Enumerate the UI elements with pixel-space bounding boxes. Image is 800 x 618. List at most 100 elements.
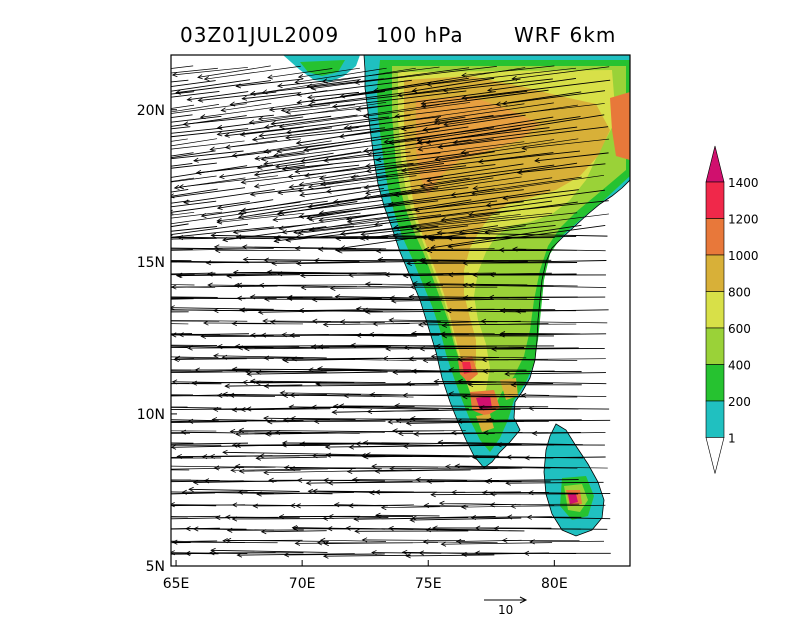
wind-vector [188, 420, 304, 422]
wind-vector [418, 138, 494, 150]
wind-vector-head [416, 137, 422, 143]
wind-vector-head [175, 273, 182, 279]
wind-vector-head [321, 78, 328, 84]
wind-vector-head [472, 272, 478, 278]
wind-vector [171, 442, 249, 445]
wind-vector [171, 223, 248, 236]
wind-vector-head [318, 217, 325, 223]
wind-vector-head [220, 107, 227, 113]
wind-vector-head [283, 465, 290, 471]
wind-vector-head [197, 97, 204, 103]
wind-vector [252, 126, 359, 141]
wind-vector-head [306, 215, 313, 221]
wind-vector-head [205, 260, 212, 266]
wind-vector-head [311, 318, 318, 324]
wind-vector [354, 66, 497, 84]
wind-vector-head [180, 429, 187, 435]
wind-vector [288, 162, 414, 178]
wind-vector [295, 67, 387, 83]
wind-vector [340, 225, 499, 249]
wind-vector-head [388, 525, 394, 531]
land-sri-lanka-peak [568, 494, 578, 504]
wind-vector [217, 212, 305, 223]
wind-vector [438, 441, 583, 446]
colorbar-label: 1000 [728, 249, 759, 263]
wind-vector-head [405, 553, 411, 559]
wind-vector-head [320, 181, 326, 187]
land-orange-patch [416, 96, 540, 196]
wind-vector-head [133, 538, 138, 542]
wind-vector-head [334, 247, 341, 253]
wind-vector-head [290, 415, 296, 422]
wind-vector-head [326, 526, 333, 532]
wind-vector [443, 78, 553, 92]
wind-vector-head [203, 320, 209, 326]
wind-vector-head [278, 225, 285, 231]
wind-vector-head [467, 381, 474, 388]
wind-vector [516, 309, 609, 312]
wind-vector-head [411, 87, 418, 93]
wind-vector-head [417, 146, 424, 152]
wind-vector-head [187, 418, 194, 424]
wind-vector-head [123, 528, 128, 532]
wind-vector [171, 419, 219, 422]
wind-vector-head [316, 540, 323, 546]
wind-vector [171, 432, 190, 434]
wind-vector-head [171, 539, 178, 545]
wind-vector-head [400, 126, 407, 132]
wind-vector [171, 104, 195, 109]
wind-vector [401, 152, 554, 172]
wind-vector-head [417, 322, 424, 328]
wind-vector-head [140, 123, 145, 127]
wind-vector-head [387, 201, 394, 207]
wind-vector [333, 405, 469, 410]
wind-vector [299, 175, 359, 186]
wind-vector-head [119, 381, 124, 385]
wind-vector-head [484, 229, 491, 235]
wind-vector-head [231, 442, 238, 448]
wind-vector-head [92, 236, 97, 240]
wind-vector [393, 213, 500, 229]
wind-vector [308, 90, 417, 106]
wind-vector-head [311, 453, 318, 459]
wind-vector [232, 140, 332, 157]
wind-vector [171, 491, 274, 494]
wind-vector-head [105, 116, 110, 120]
wind-vector [309, 212, 361, 221]
wind-vector [391, 298, 494, 302]
wind-vector [485, 224, 556, 233]
wind-vector [346, 199, 472, 220]
wind-vector-head [277, 189, 283, 195]
wind-vector [171, 79, 251, 92]
wind-vector-head [452, 139, 459, 145]
wind-vector [320, 539, 387, 542]
wind-vector [181, 431, 272, 434]
wind-vector-head [437, 439, 444, 445]
wind-vector-head [504, 371, 510, 377]
wind-vector-head [444, 464, 451, 470]
wind-vector [179, 175, 279, 188]
wind-vector [426, 114, 605, 144]
wind-vector-head [121, 163, 126, 167]
wind-vector-head [355, 306, 362, 312]
wind-vector-head [315, 381, 321, 387]
wind-vector-head [102, 493, 107, 497]
wind-vector [171, 248, 274, 251]
wind-vector-head [105, 404, 110, 408]
wind-vector-head [288, 404, 295, 410]
wind-vector [267, 68, 333, 78]
wind-vector [463, 260, 607, 264]
wind-vector-head [410, 284, 416, 290]
wind-vector-head [394, 403, 400, 409]
wind-vector [447, 235, 577, 239]
wind-vector-head [262, 318, 268, 324]
wind-vector [295, 164, 360, 173]
wind-vector-head [182, 121, 189, 127]
wind-vector-head [432, 525, 438, 531]
wind-vector [233, 224, 306, 233]
wind-vector-head [96, 432, 101, 436]
wind-vector-head [366, 151, 373, 157]
wind-vector [223, 451, 386, 456]
wind-vector-head [210, 232, 217, 238]
wind-vector-head [240, 179, 247, 185]
